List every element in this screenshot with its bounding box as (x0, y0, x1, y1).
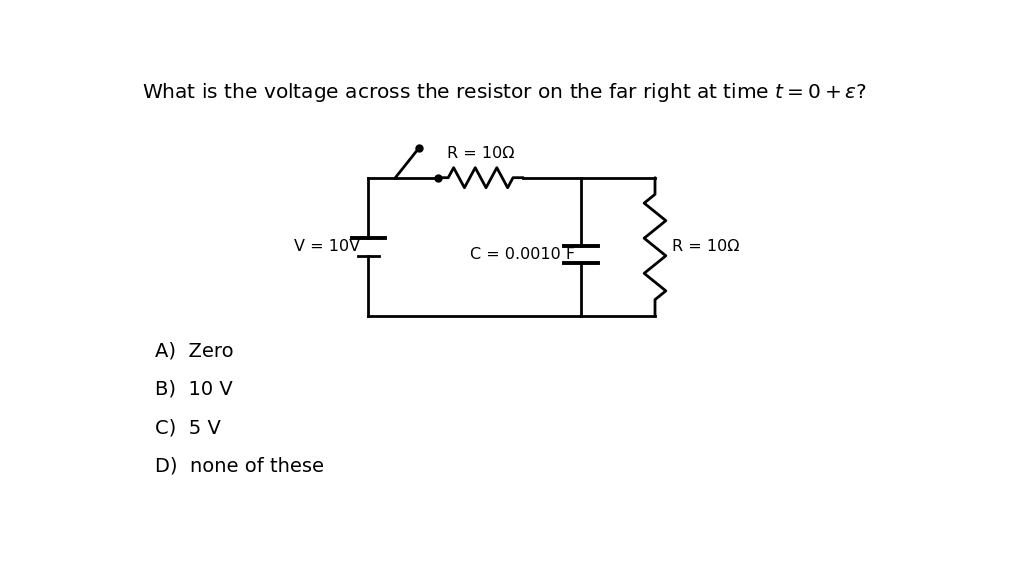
Text: B)  10 V: B) 10 V (155, 380, 232, 399)
Text: D)  none of these: D) none of these (155, 457, 325, 476)
Text: A)  Zero: A) Zero (155, 342, 233, 361)
Text: What is the voltage across the resistor on the far right at time $t = 0 + \epsil: What is the voltage across the resistor … (142, 81, 867, 104)
Text: V = 10V: V = 10V (294, 240, 360, 255)
Text: R = 10Ω: R = 10Ω (446, 146, 514, 161)
Text: C = 0.0010 F: C = 0.0010 F (470, 247, 575, 262)
Text: R = 10Ω: R = 10Ω (672, 240, 739, 255)
Text: C)  5 V: C) 5 V (155, 418, 221, 437)
